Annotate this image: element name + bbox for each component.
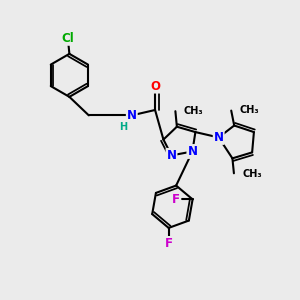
Text: N: N (214, 131, 224, 144)
Text: N: N (188, 145, 197, 158)
Text: Cl: Cl (61, 32, 74, 45)
Text: CH₃: CH₃ (184, 106, 203, 116)
Text: N: N (167, 149, 176, 162)
Text: H: H (119, 122, 128, 132)
Text: O: O (150, 80, 160, 93)
Text: F: F (172, 193, 180, 206)
Text: N: N (127, 109, 137, 122)
Text: CH₃: CH₃ (240, 105, 259, 115)
Text: F: F (165, 237, 173, 250)
Text: CH₃: CH₃ (242, 169, 262, 179)
